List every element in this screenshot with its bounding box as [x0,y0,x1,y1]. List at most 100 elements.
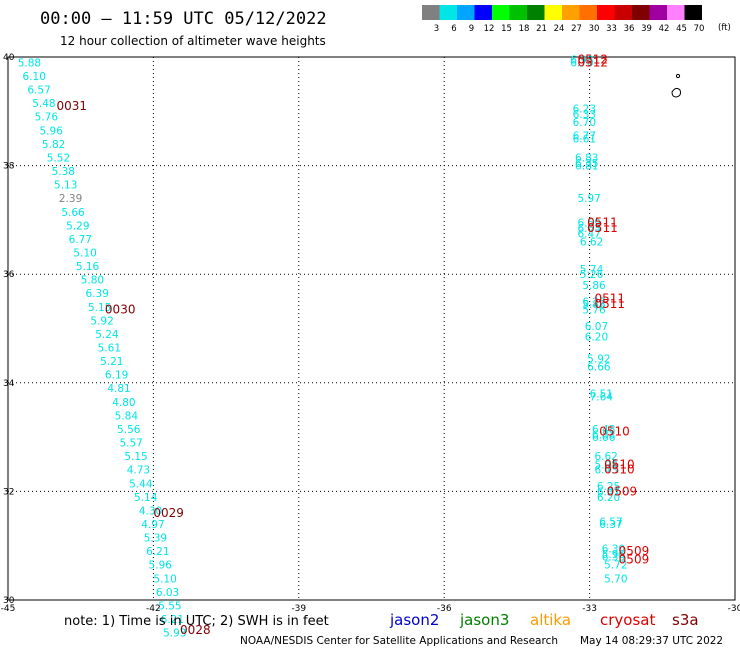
color-swatch [527,5,545,20]
footer-timestamp: May 14 08:29:37 UTC 2022 [580,635,723,647]
time-labels: 0031003000290028051205120511051105110511… [56,53,649,637]
swh-value: 6.23 [573,104,596,116]
pass-time-label: 0029 [153,506,184,520]
swh-value: 5.74 [580,264,604,276]
swh-value: 6.70 [570,57,593,69]
swh-value: 5.44 [129,478,153,490]
swh-value: 6.10 [23,71,46,83]
x-tick-label: -39 [291,604,306,614]
swh-value: 6.66 [592,432,616,444]
swh-value: 5.21 [100,356,123,368]
color-swatch [614,5,632,20]
y-tick-label: 40 [3,53,15,63]
plot-area: -45 -42 -39 -36 -33 -30 40 38 36 34 32 30 5.88 6.10 6… [1,53,740,640]
swh-value: 6.48 [592,424,615,436]
swh-value: 6.81 [575,161,598,173]
color-swatch [562,5,580,20]
axis-ticks: -45 -42 -39 -36 -33 -30 40 38 36 34 32 30 [1,53,740,614]
swh-value: 6.66 [587,362,611,374]
pass-time-label: 0512 [577,55,608,69]
swh-value: 4.73 [127,465,150,477]
swh-value: 5.93 [163,628,186,640]
swh-value: 6.37 [599,519,622,531]
pass-time-label: 0512 [577,53,608,67]
pass-time-label: 0509 [619,552,650,566]
swh-value: 4.81 [107,383,130,395]
swh-value: 5.55 [158,600,181,612]
swh-value: 5.82 [42,139,65,151]
x-tick-label: -36 [437,604,452,614]
swh-value: 6.43 [594,465,617,477]
color-scale-label: 39 [641,24,652,34]
swh-value: 4.97 [141,519,164,531]
footer-note: note: 1) Time is in UTC; 2) SWH is in fe… [64,614,329,629]
swh-value: 6.83 [575,152,598,164]
swh-value: 6.21 [146,546,169,558]
swh-value: 6.27 [582,296,605,308]
color-scale-label: 12 [484,24,495,34]
footer-credit: NOAA/NESDIS Center for Satellite Applica… [240,635,558,647]
swh-value: 6.33 [573,109,596,121]
swh-value: 6.62 [580,237,603,249]
pass-time-label: 0510 [604,457,635,471]
islet-shape [675,73,681,79]
satellite-legend: jason2 jason3 altika cryosat s3a [389,611,699,629]
color-swatch [684,5,702,20]
swh-value: 6.25 [597,481,620,493]
y-tick-label: 36 [3,270,15,280]
swh-value: 5.13 [54,180,77,192]
swh-value: 5.96 [602,549,626,561]
color-swatch [509,5,527,20]
swh-value: 6.70 [573,117,596,129]
swh-value: 6.51 [590,389,613,401]
swh-value: 6.20 [597,492,620,504]
color-scale-label: 24 [554,24,565,34]
color-swatch [439,5,457,20]
color-scale-unit: (ft) [718,23,731,33]
swh-value: 6.19 [105,370,128,382]
chart-subtitle: 12 hour collection of altimeter wave hei… [60,34,326,48]
color-scale-label: 45 [676,24,687,34]
swh-value: 5.52 [47,152,70,164]
color-scale-label: 15 [501,24,512,34]
swh-value: 5.16 [76,261,100,273]
color-scale-label: 42 [659,24,670,34]
y-tick-label: 32 [3,487,14,497]
swh-value: 5.48 [32,98,55,110]
color-swatch [597,5,615,20]
swh-value: 5.92 [90,315,113,327]
color-swatch [649,5,667,20]
pass-time-label: 0510 [599,425,630,439]
swh-value: 5.14 [134,492,158,504]
y-tick-label: 34 [3,379,15,389]
swh-value: 5.88 [582,299,605,311]
swh-value: 5.24 [95,329,119,341]
pass-time-label: 0028 [180,623,211,637]
pass-time-label: 0509 [619,544,650,558]
pass-time-label: 0511 [594,297,625,311]
swh-value: 4.30 [139,505,162,517]
satellite-legend-jason2: jason2 [389,611,439,629]
swh-value: 5.96 [40,125,64,137]
swh-value: 5.70 [604,573,627,585]
swh-value: 5.38 [52,166,75,178]
color-swatch [544,5,562,20]
color-swatch [632,5,650,20]
pass-time-label: 0511 [587,216,618,230]
swh-value: 6.62 [594,451,617,463]
color-scale-label: 36 [624,24,635,34]
swh-value: 6.83 [592,429,615,441]
swh-value: 4.80 [112,397,135,409]
swh-value: 5.84 [115,410,139,422]
swh-value: 6.30 [602,543,625,555]
swh-value: 5.96 [149,560,173,572]
satellite-legend-s3a: s3a [672,611,699,629]
swh-value: 5.15 [124,451,147,463]
color-scale-label: 30 [589,24,600,34]
swh-value: 5.10 [73,247,96,259]
swh-value: 5.56 [117,424,141,436]
color-scale-label: 6 [451,24,456,34]
swh-value: 5.86 [582,280,606,292]
swh-value: 5.39 [144,533,167,545]
swh-value: 6.57 [599,516,622,528]
